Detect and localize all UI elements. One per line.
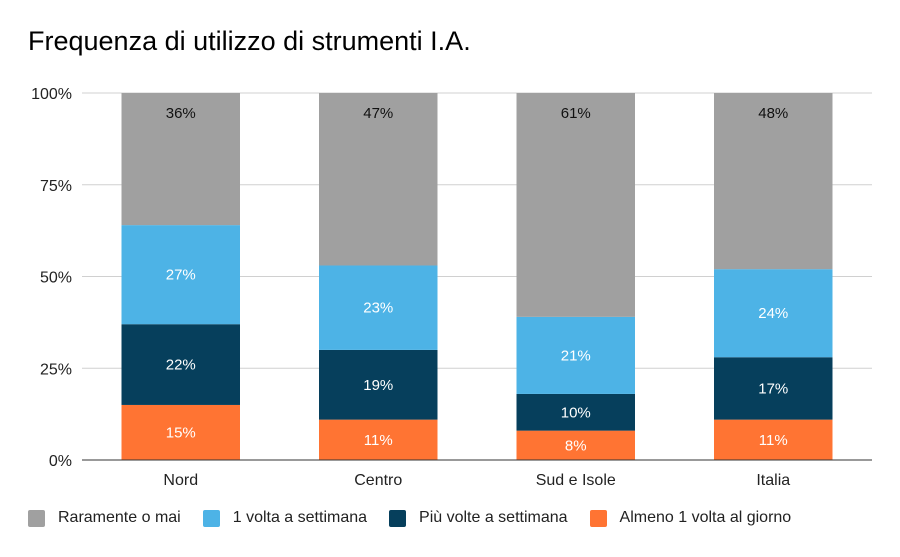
data-label: 27%: [166, 267, 196, 284]
bar-segment: [516, 393, 635, 431]
data-label: 10%: [561, 404, 591, 421]
data-label: 36%: [166, 105, 196, 122]
bar-segment: [714, 357, 833, 420]
data-label: 11%: [759, 432, 788, 449]
bar-segment: [319, 419, 438, 460]
y-tick-label: 100%: [31, 86, 72, 103]
legend-swatch: [389, 509, 407, 527]
data-label: 8%: [565, 437, 587, 454]
bar-segment: [319, 93, 438, 266]
stacked-bar-chart: 0% 25% 50% 75% 100% 15% 22% 27% 36% 11% 19% 23% 47%…: [31, 86, 872, 489]
chart-title: Frequenza di utilizzo di strumenti I.A.: [28, 26, 471, 56]
x-tick-label: Italia: [756, 472, 790, 489]
bar-segment: [516, 430, 635, 460]
y-tick-label: 50%: [40, 270, 72, 287]
legend-label: Raramente o mai: [58, 509, 181, 526]
legend-swatch: [202, 509, 220, 527]
bar-segment: [714, 93, 833, 270]
x-tick-label: Nord: [163, 472, 198, 489]
legend: Raramente o mai 1 volta a settimana Più vo…: [28, 506, 791, 530]
bar-segment: [121, 324, 240, 405]
legend-swatch: [589, 509, 607, 527]
x-tick-label: Centro: [354, 472, 402, 489]
bar-segment: [714, 419, 833, 460]
legend-swatch: [28, 509, 45, 527]
y-tick-label: 0%: [49, 453, 72, 470]
data-label: 19%: [363, 377, 393, 394]
legend-item: Raramente o mai: [28, 509, 181, 527]
data-label: 48%: [758, 105, 788, 122]
bar-segment: [714, 269, 833, 358]
bar-segment: [121, 225, 240, 325]
y-tick-label: 75%: [40, 178, 72, 195]
y-axis: 0% 25% 50% 75% 100%: [31, 86, 72, 470]
data-label: 15%: [166, 424, 196, 441]
legend-label: Almeno 1 volta al giorno: [619, 509, 792, 526]
bar-segment: [516, 93, 635, 317]
y-tick-label: 25%: [40, 361, 72, 378]
data-label: 11%: [364, 432, 393, 449]
data-label: 21%: [561, 347, 591, 364]
legend-item: 1 volta a settimana: [202, 509, 368, 527]
data-label: 61%: [561, 105, 591, 122]
bar-segment: [121, 93, 240, 226]
legend-label: 1 volta a settimana: [232, 509, 368, 526]
x-tick-label: Sud e Isole: [536, 472, 616, 489]
legend-label: Più volte a settimana: [419, 509, 568, 526]
data-label: 22%: [166, 357, 196, 374]
bar-segment: [121, 404, 240, 460]
data-label: 17%: [758, 380, 788, 397]
legend-item: Almeno 1 volta al giorno: [589, 509, 792, 527]
data-label: 23%: [363, 300, 393, 317]
bar-segment: [319, 265, 438, 350]
x-axis: Nord Centro Sud e Isole Italia: [82, 459, 872, 489]
bar-segment: [516, 316, 635, 394]
bars: 15% 22% 27% 36% 11% 19% 23% 47% 8% 10% 21% 61% 11% 17…: [121, 93, 833, 460]
bar-segment: [319, 349, 438, 420]
data-label: 24%: [758, 305, 788, 322]
data-label: 47%: [363, 105, 393, 122]
legend-item: Più volte a settimana: [389, 509, 568, 527]
